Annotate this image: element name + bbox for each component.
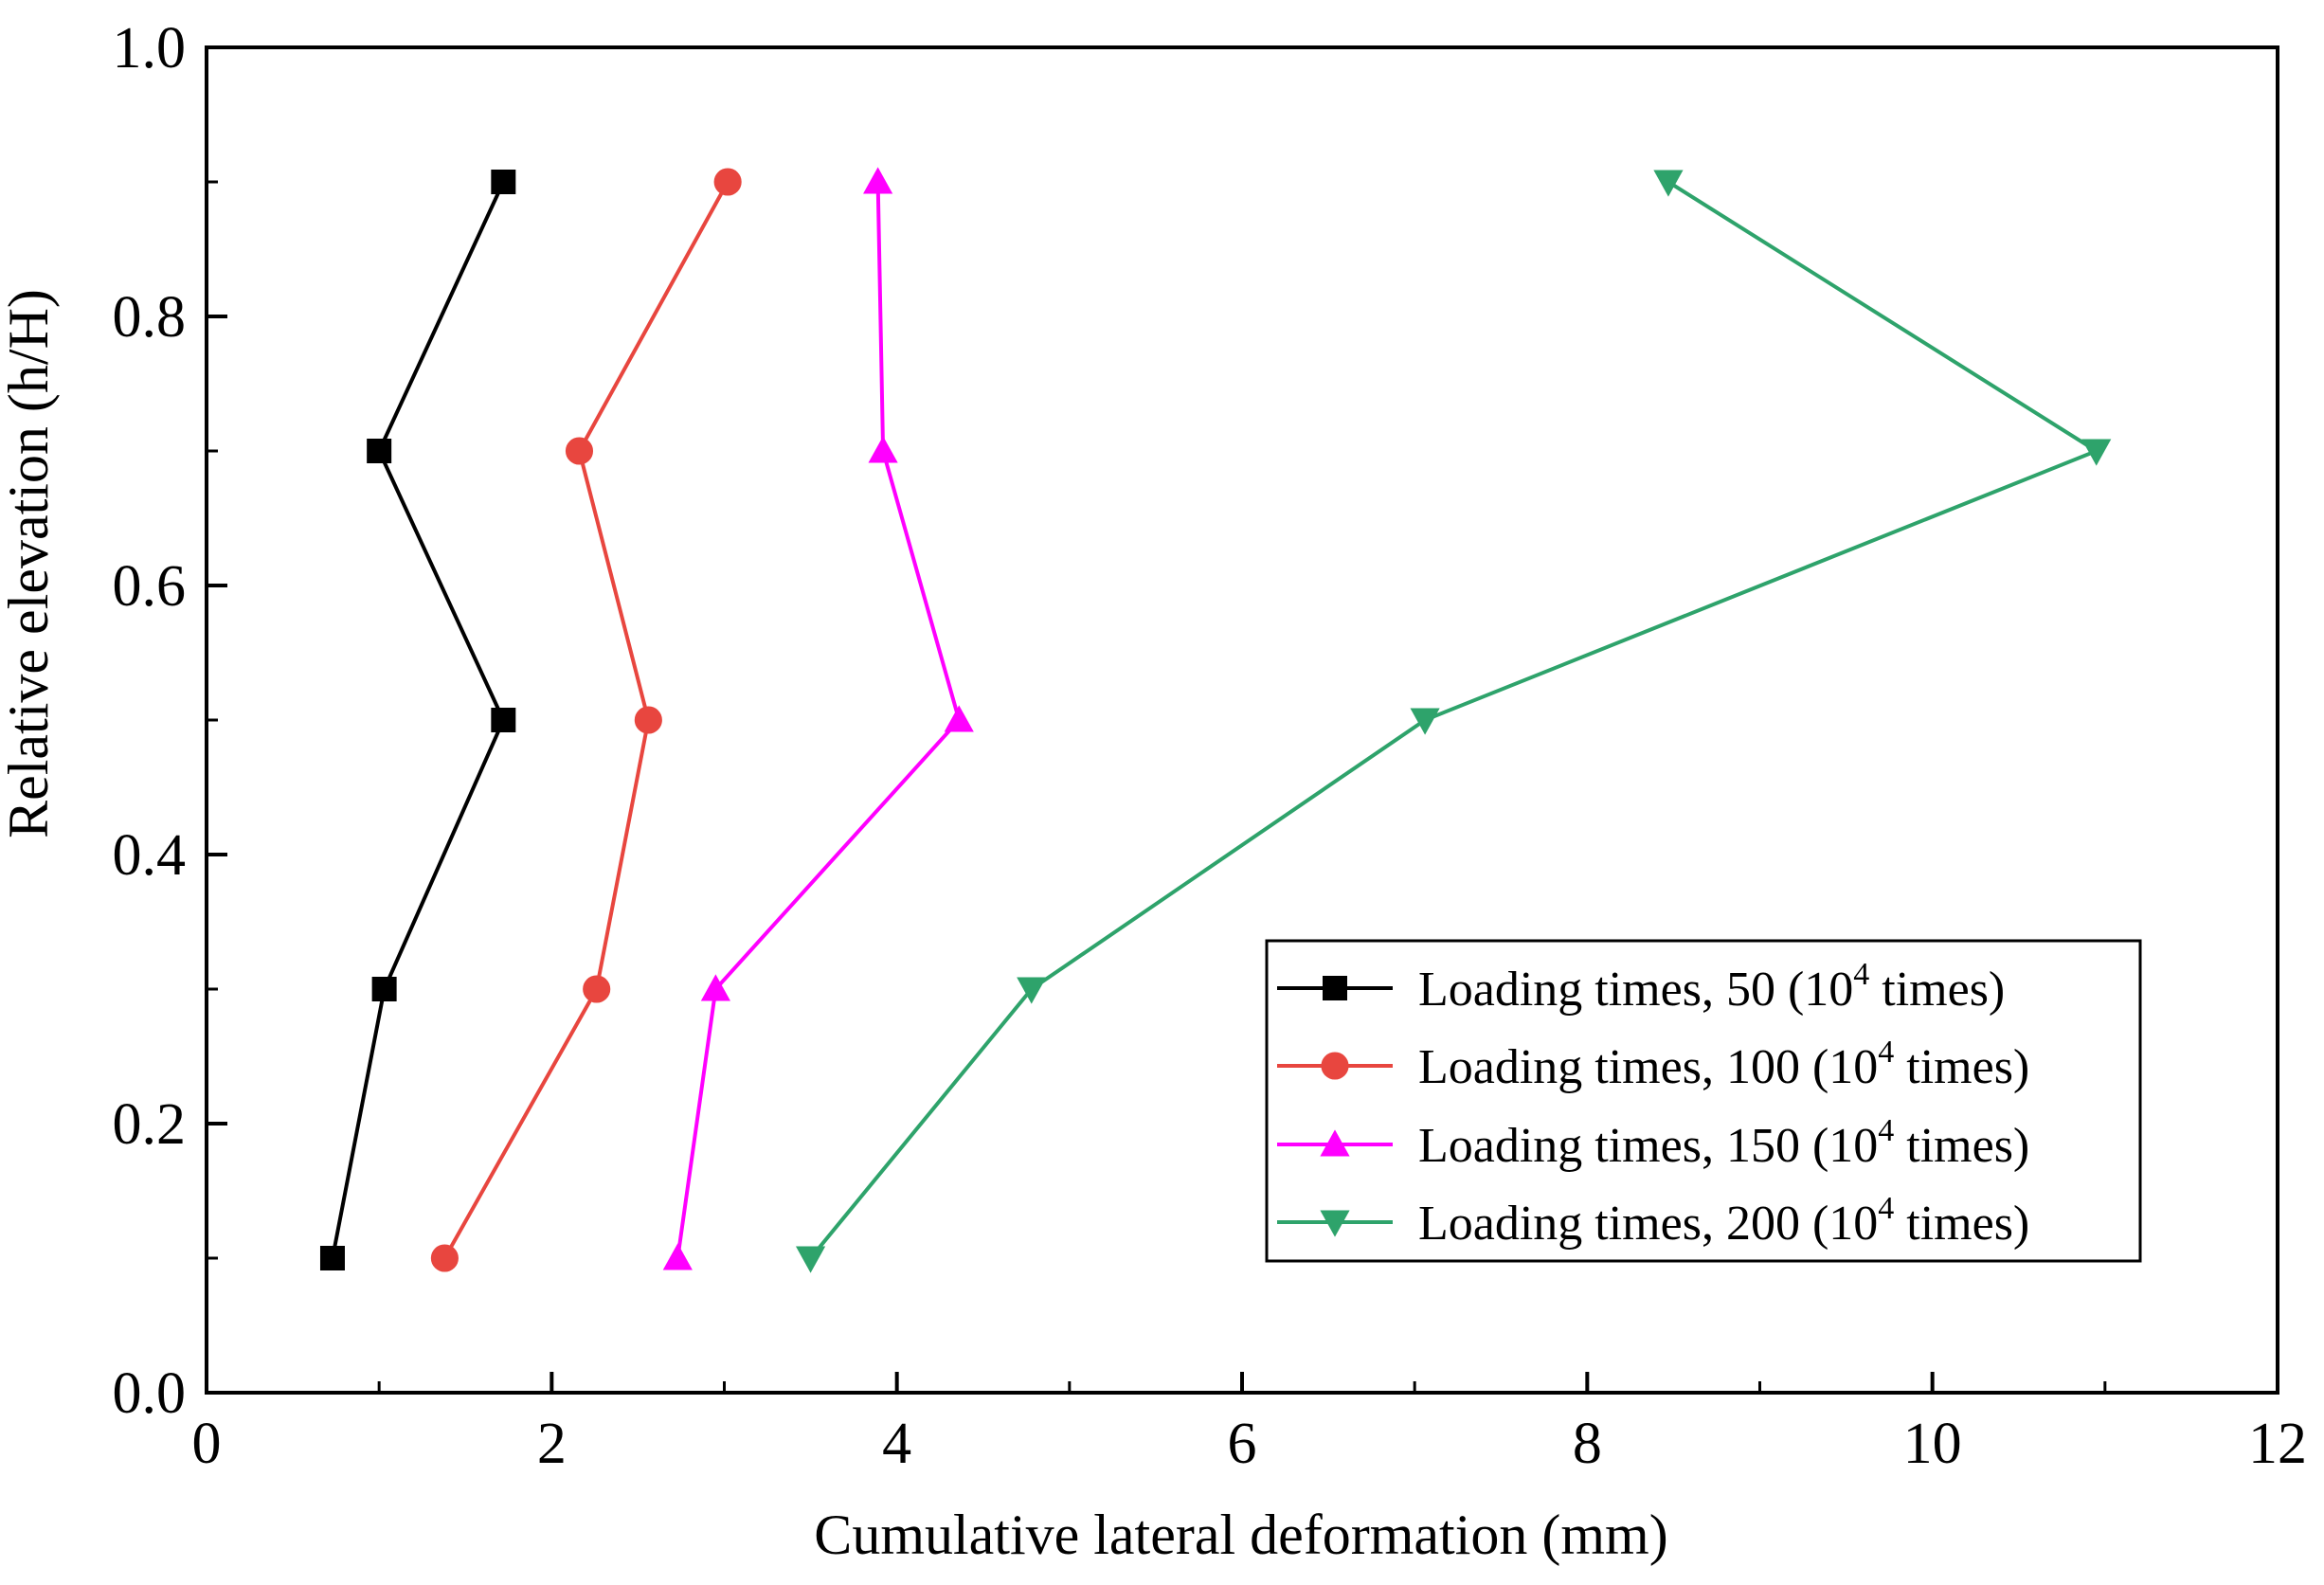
legend-label-suffix: times) (1894, 1119, 2029, 1173)
legend-marker (1323, 976, 1347, 1000)
data-point (430, 1244, 459, 1272)
data-point (713, 168, 742, 196)
y-tick-label: 0.8 (113, 285, 187, 350)
data-point (371, 977, 397, 1001)
y-tick-label: 0.0 (113, 1361, 187, 1426)
series-line (676, 181, 962, 1259)
legend-item-4: Loading times, 200 (104 times) (1277, 1191, 2029, 1251)
legend-label-main: Loading times, 150 (10 (1418, 1119, 1878, 1173)
legend-box (1265, 939, 2142, 1263)
data-point (944, 705, 974, 732)
legend-label: Loading times, 50 (104 times) (1418, 957, 2005, 1017)
data-point (1410, 708, 1440, 735)
legend-label-suffix: times) (1894, 1197, 2029, 1251)
legend-label-main: Loading times, 100 (10 (1418, 1040, 1878, 1094)
x-tick-label: 2 (537, 1412, 567, 1476)
series-line (442, 181, 730, 1259)
legend-label-sup: 4 (1878, 1113, 1894, 1148)
legend-label-sup: 4 (1878, 1191, 1894, 1226)
legend-marker (1321, 1052, 1349, 1080)
legend-item-2: Loading times, 100 (104 times) (1277, 1035, 2029, 1094)
y-tick-label: 1.0 (113, 16, 187, 81)
y-tick-label: 0.2 (113, 1092, 187, 1157)
legend: Loading times, 50 (104 times)Loading tim… (1265, 939, 2142, 1263)
data-point (491, 170, 516, 194)
x-tick-label: 8 (1573, 1412, 1602, 1476)
legend-label: Loading times, 200 (104 times) (1418, 1191, 2029, 1251)
x-tick-label: 4 (882, 1412, 911, 1476)
data-point (863, 167, 893, 194)
series-2 (430, 168, 742, 1272)
data-point (491, 708, 516, 732)
series-4 (795, 170, 2112, 1273)
y-tick-label: 0.4 (113, 823, 187, 888)
legend-label-sup: 4 (1853, 957, 1869, 992)
legend-marker (1320, 1129, 1350, 1157)
data-point (662, 1243, 693, 1270)
legend-label-main: Loading times, 200 (10 (1418, 1197, 1878, 1251)
series-layer (319, 167, 2112, 1273)
legend-item-3: Loading times, 150 (104 times) (1277, 1113, 2029, 1173)
data-point (795, 1246, 826, 1273)
data-point (1653, 170, 1684, 197)
x-tick-label: 10 (1903, 1412, 1962, 1476)
series-1 (319, 170, 516, 1270)
data-point (700, 974, 730, 1001)
legend-label: Loading times, 100 (104 times) (1418, 1035, 2029, 1094)
data-point (565, 437, 594, 465)
legend-label-main: Loading times, 50 (10 (1418, 963, 1853, 1017)
legend-label-suffix: times) (1894, 1040, 2029, 1094)
legend-marker (1320, 1210, 1350, 1237)
x-axis-label: Cumulative lateral deformation (mm) (814, 1504, 1667, 1566)
x-tick-label: 12 (2248, 1412, 2307, 1476)
data-point (367, 439, 392, 463)
data-point (634, 706, 662, 734)
legend-label: Loading times, 150 (104 times) (1418, 1113, 2029, 1173)
series-line (331, 181, 506, 1259)
data-point (583, 975, 611, 1003)
data-point (868, 436, 898, 463)
legend-label-sup: 4 (1878, 1035, 1894, 1070)
data-point (1017, 977, 1047, 1004)
data-point (2081, 439, 2112, 466)
series-3 (662, 167, 974, 1270)
legend-label-suffix: times) (1869, 963, 2005, 1017)
legend-item-1: Loading times, 50 (104 times) (1277, 957, 2005, 1017)
y-axis-label: Relative elevation (h/H) (0, 289, 60, 838)
ticks-layer: 0 2 4 6 8 10 12 0.0 0.2 0.4 0.6 0.8 1.0 (113, 16, 2308, 1476)
y-tick-label: 0.6 (113, 554, 187, 619)
data-point (319, 1246, 345, 1270)
x-tick-label: 6 (1228, 1412, 1257, 1476)
x-tick-label: 0 (192, 1412, 222, 1476)
